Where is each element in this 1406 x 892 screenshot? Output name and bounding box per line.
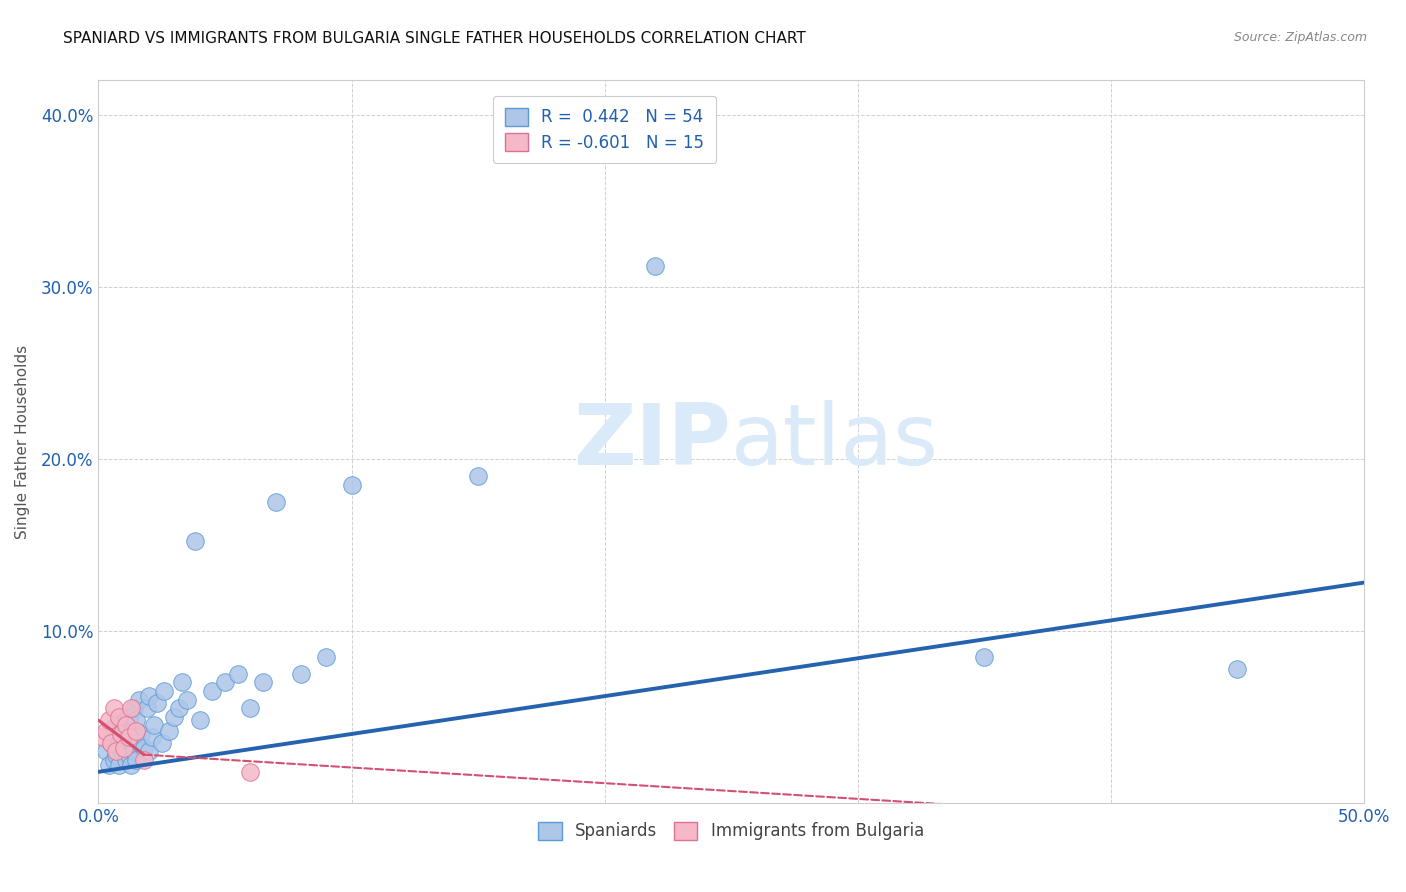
Point (115, 753, 138, 767)
Point (467, 469, 489, 483)
Point (103, 701, 125, 715)
Point (107, 710, 129, 724)
Point (110, 744, 132, 758)
Point (128, 735, 150, 749)
Point (226, 666, 249, 681)
Point (97, 758, 120, 772)
Point (644, 259, 666, 273)
Point (100, 735, 122, 749)
Point (125, 753, 148, 767)
Point (115, 727, 138, 741)
Point (122, 744, 145, 758)
Point (973, 649, 995, 664)
Point (107, 731, 129, 745)
Point (138, 744, 160, 758)
Point (128, 692, 150, 706)
Point (340, 477, 363, 491)
Point (112, 713, 135, 727)
Point (131, 727, 153, 741)
Point (188, 713, 211, 727)
Point (125, 723, 148, 738)
Y-axis label: Single Father Households: Single Father Households (15, 344, 30, 539)
Point (170, 675, 193, 690)
Point (141, 731, 163, 745)
Point (110, 727, 132, 741)
Point (120, 723, 142, 738)
Point (214, 675, 236, 690)
Point (290, 666, 312, 681)
Point (112, 740, 135, 755)
Point (163, 710, 186, 724)
Point (120, 758, 142, 772)
Text: ZIP: ZIP (574, 400, 731, 483)
Point (118, 710, 141, 724)
Point (118, 747, 141, 762)
Point (1226, 662, 1249, 676)
Point (118, 731, 141, 745)
Point (150, 735, 173, 749)
Point (100, 735, 122, 749)
Point (97, 713, 120, 727)
Point (183, 534, 205, 549)
Text: SPANIARD VS IMMIGRANTS FROM BULGARIA SINGLE FATHER HOUSEHOLDS CORRELATION CHART: SPANIARD VS IMMIGRANTS FROM BULGARIA SIN… (63, 31, 806, 46)
Point (239, 701, 262, 715)
Point (94, 723, 117, 738)
Point (107, 758, 129, 772)
Point (115, 718, 138, 732)
Text: Source: ZipAtlas.com: Source: ZipAtlas.com (1233, 31, 1367, 45)
Point (145, 696, 167, 710)
Point (105, 718, 128, 732)
Point (125, 713, 148, 727)
Point (93, 731, 115, 745)
Point (105, 747, 128, 762)
Point (315, 649, 337, 664)
Legend: Spaniards, Immigrants from Bulgaria: Spaniards, Immigrants from Bulgaria (530, 814, 932, 848)
Point (122, 701, 145, 715)
Point (201, 684, 224, 698)
Point (132, 753, 155, 767)
Text: atlas: atlas (731, 400, 939, 483)
Point (239, 764, 262, 779)
Point (143, 718, 166, 732)
Point (169, 701, 191, 715)
Point (252, 675, 274, 690)
Point (176, 692, 198, 706)
Point (138, 689, 160, 703)
Point (132, 740, 155, 755)
Point (157, 723, 180, 738)
Point (135, 701, 157, 715)
Point (264, 494, 287, 508)
Point (153, 684, 176, 698)
Point (112, 740, 135, 755)
Point (105, 744, 128, 758)
Point (103, 753, 125, 767)
Point (103, 727, 125, 741)
Point (94, 744, 117, 758)
Point (120, 701, 142, 715)
